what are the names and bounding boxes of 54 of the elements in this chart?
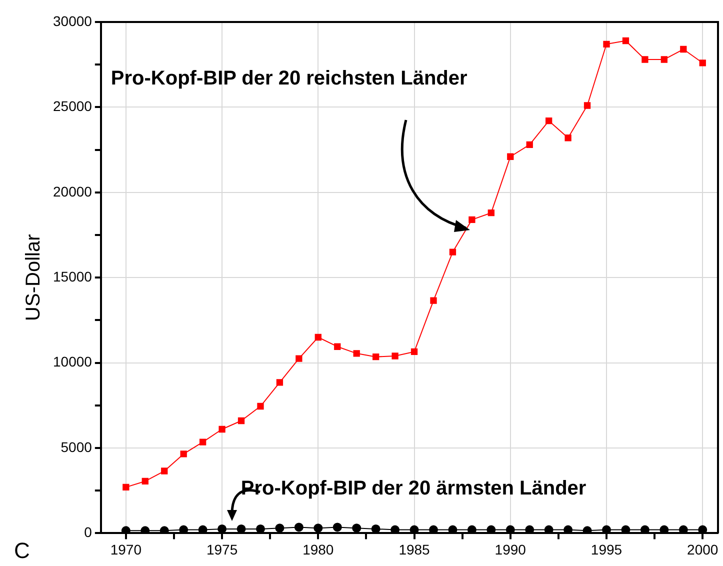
text: C bbox=[14, 538, 30, 564]
point bbox=[276, 379, 284, 386]
point bbox=[699, 60, 706, 66]
point bbox=[314, 524, 323, 533]
point bbox=[410, 348, 418, 356]
annotation: Pro-Kopf-BIP der 20 reichsten Länder bbox=[110, 68, 468, 90]
point bbox=[334, 343, 341, 350]
x-tick-label: 1970 bbox=[110, 541, 142, 558]
point bbox=[352, 524, 362, 533]
point bbox=[584, 102, 591, 109]
annotation: Pro-Kopf-BIP der 20 ärmsten Länder bbox=[240, 478, 586, 500]
point bbox=[353, 350, 360, 357]
y-axis-title: US-Dollar bbox=[22, 234, 45, 321]
point bbox=[449, 248, 456, 256]
y-tick-label: 15000 bbox=[52, 268, 92, 284]
point bbox=[314, 334, 322, 341]
point bbox=[660, 56, 668, 63]
point bbox=[430, 297, 437, 304]
x-tick-label: 1995 bbox=[590, 541, 622, 558]
y-tick-label: 20000 bbox=[52, 183, 92, 200]
x-tick-label: 2000 bbox=[687, 541, 718, 558]
point bbox=[642, 56, 648, 63]
point bbox=[296, 355, 302, 362]
point bbox=[332, 522, 342, 532]
point bbox=[372, 354, 380, 360]
point bbox=[199, 438, 206, 446]
y-tick-label: 30000 bbox=[52, 12, 92, 29]
point bbox=[122, 484, 130, 491]
y-tick-label: 25000 bbox=[52, 98, 92, 114]
point bbox=[392, 352, 398, 360]
point bbox=[275, 524, 284, 533]
y-tick-label: 0 bbox=[84, 524, 92, 540]
point bbox=[238, 417, 245, 424]
point bbox=[680, 46, 687, 53]
point bbox=[218, 426, 226, 433]
point bbox=[507, 153, 514, 160]
x-tick-label: 1990 bbox=[494, 541, 526, 558]
x-tick-label: 1985 bbox=[398, 541, 430, 558]
point bbox=[468, 216, 476, 223]
point bbox=[257, 402, 264, 410]
point bbox=[294, 522, 304, 532]
point bbox=[546, 118, 552, 124]
point bbox=[603, 40, 610, 48]
point bbox=[526, 141, 533, 148]
y-tick-label: 5000 bbox=[60, 438, 92, 455]
point bbox=[564, 134, 572, 142]
point bbox=[622, 37, 630, 44]
point bbox=[180, 450, 187, 458]
y-tick-label: 10000 bbox=[52, 354, 92, 370]
point bbox=[142, 478, 148, 485]
point bbox=[161, 468, 168, 474]
point bbox=[488, 210, 494, 216]
x-tick-label: 1980 bbox=[302, 541, 334, 558]
x-tick-label: 1975 bbox=[206, 541, 238, 558]
